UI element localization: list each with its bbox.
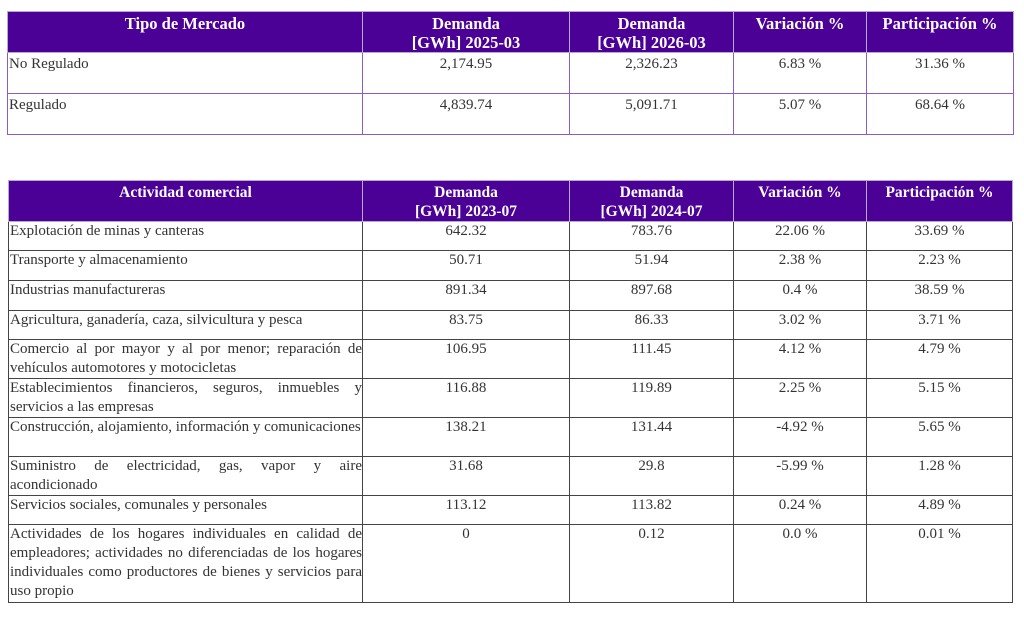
- cell-value: 2,174.95: [362, 52, 570, 94]
- row-label: Establecimientos financieros, seguros, i…: [8, 378, 363, 418]
- table-row: Comercio al por mayor y al por menor; re…: [8, 339, 1013, 379]
- cell-value: 4.89 %: [866, 495, 1013, 525]
- cell-value: 83.75: [362, 310, 570, 340]
- cell-value: 2,326.23: [569, 52, 734, 94]
- table-header-row: Tipo de Mercado Demanda [GWh] 2025-03 Dema…: [7, 11, 1014, 53]
- cell-value: 31.68: [362, 456, 570, 496]
- cell-value: 6.83 %: [733, 52, 867, 94]
- column-header: Demanda [GWh] 2026-03: [569, 11, 734, 53]
- cell-value: 113.12: [362, 495, 570, 525]
- row-label: Industrias manufactureras: [8, 280, 363, 311]
- row-label: Transporte y almacenamiento: [8, 250, 363, 281]
- table-row: Regulado 4,839.74 5,091.71 5.07 % 68.64 %: [7, 93, 1014, 135]
- table-header-row: Actividad comercial Demanda [GWh] 2023-07…: [8, 180, 1013, 222]
- cell-value: 68.64 %: [866, 93, 1014, 135]
- cell-value: 0.0 %: [733, 524, 867, 603]
- cell-value: 783.76: [569, 221, 734, 251]
- column-header: Demanda [GWh] 2025-03: [362, 11, 570, 53]
- column-header: Participación %: [866, 11, 1014, 53]
- cell-value: 1.28 %: [866, 456, 1013, 496]
- cell-value: 4,839.74: [362, 93, 570, 135]
- row-label: Actividades de los hogares individuales …: [8, 524, 363, 603]
- column-header: Participación %: [866, 180, 1013, 222]
- row-label: Comercio al por mayor y al por menor; re…: [8, 339, 363, 379]
- cell-value: 0.24 %: [733, 495, 867, 525]
- table-row: Explotación de minas y canteras 642.32 783…: [8, 221, 1013, 251]
- table-row: Servicios sociales, comunales y personal…: [8, 495, 1013, 525]
- cell-value: 86.33: [569, 310, 734, 340]
- cell-value: 4.12 %: [733, 339, 867, 379]
- commercial-activity-table: Actividad comercial Demanda [GWh] 2023-07…: [8, 180, 1013, 603]
- cell-value: 0.12: [569, 524, 734, 603]
- row-label: No Regulado: [7, 52, 363, 94]
- column-header: Variación %: [733, 11, 867, 53]
- cell-value: 38.59 %: [866, 280, 1013, 311]
- cell-value: 0: [362, 524, 570, 603]
- cell-value: 5.07 %: [733, 93, 867, 135]
- cell-value: 111.45: [569, 339, 734, 379]
- cell-value: 51.94: [569, 250, 734, 281]
- cell-value: 3.71 %: [866, 310, 1013, 340]
- cell-value: 5.65 %: [866, 417, 1013, 457]
- column-header: Variación %: [733, 180, 867, 222]
- cell-value: 3.02 %: [733, 310, 867, 340]
- row-label: Agricultura, ganadería, caza, silvicultu…: [8, 310, 363, 340]
- cell-value: 29.8: [569, 456, 734, 496]
- cell-value: 0.01 %: [866, 524, 1013, 603]
- table-row: Suministro de electricidad, gas, vapor y…: [8, 456, 1013, 496]
- cell-value: 131.44: [569, 417, 734, 457]
- cell-value: 642.32: [362, 221, 570, 251]
- cell-value: 22.06 %: [733, 221, 867, 251]
- table-row: Agricultura, ganadería, caza, silvicultu…: [8, 310, 1013, 340]
- row-label: Regulado: [7, 93, 363, 135]
- cell-value: 5.15 %: [866, 378, 1013, 418]
- cell-value: 2.38 %: [733, 250, 867, 281]
- cell-value: 4.79 %: [866, 339, 1013, 379]
- cell-value: 116.88: [362, 378, 570, 418]
- row-label: Servicios sociales, comunales y personal…: [8, 495, 363, 525]
- column-header: Actividad comercial: [8, 180, 363, 222]
- cell-value: -5.99 %: [733, 456, 867, 496]
- row-label: Construcción, alojamiento, información y…: [8, 417, 363, 457]
- column-header: Demanda [GWh] 2023-07: [362, 180, 570, 222]
- cell-value: 897.68: [569, 280, 734, 311]
- table-row: Transporte y almacenamiento 50.71 51.94 2.3…: [8, 250, 1013, 281]
- cell-value: 113.82: [569, 495, 734, 525]
- market-type-table: Tipo de Mercado Demanda [GWh] 2025-03 Dema…: [7, 11, 1014, 135]
- column-header: Tipo de Mercado: [7, 11, 363, 53]
- table-row: Industrias manufactureras 891.34 897.68 0.4…: [8, 280, 1013, 311]
- cell-value: 5,091.71: [569, 93, 734, 135]
- row-label: Suministro de electricidad, gas, vapor y…: [8, 456, 363, 496]
- table-row: No Regulado 2,174.95 2,326.23 6.83 % 31.36 %: [7, 52, 1014, 94]
- cell-value: 50.71: [362, 250, 570, 281]
- cell-value: 2.25 %: [733, 378, 867, 418]
- cell-value: 138.21: [362, 417, 570, 457]
- table-row: Construcción, alojamiento, información y…: [8, 417, 1013, 457]
- column-header: Demanda [GWh] 2024-07: [569, 180, 734, 222]
- cell-value: -4.92 %: [733, 417, 867, 457]
- cell-value: 2.23 %: [866, 250, 1013, 281]
- table-row: Establecimientos financieros, seguros, i…: [8, 378, 1013, 418]
- cell-value: 119.89: [569, 378, 734, 418]
- row-label: Explotación de minas y canteras: [8, 221, 363, 251]
- table-row: Actividades de los hogares individuales …: [8, 524, 1013, 603]
- cell-value: 31.36 %: [866, 52, 1014, 94]
- cell-value: 106.95: [362, 339, 570, 379]
- cell-value: 891.34: [362, 280, 570, 311]
- cell-value: 0.4 %: [733, 280, 867, 311]
- cell-value: 33.69 %: [866, 221, 1013, 251]
